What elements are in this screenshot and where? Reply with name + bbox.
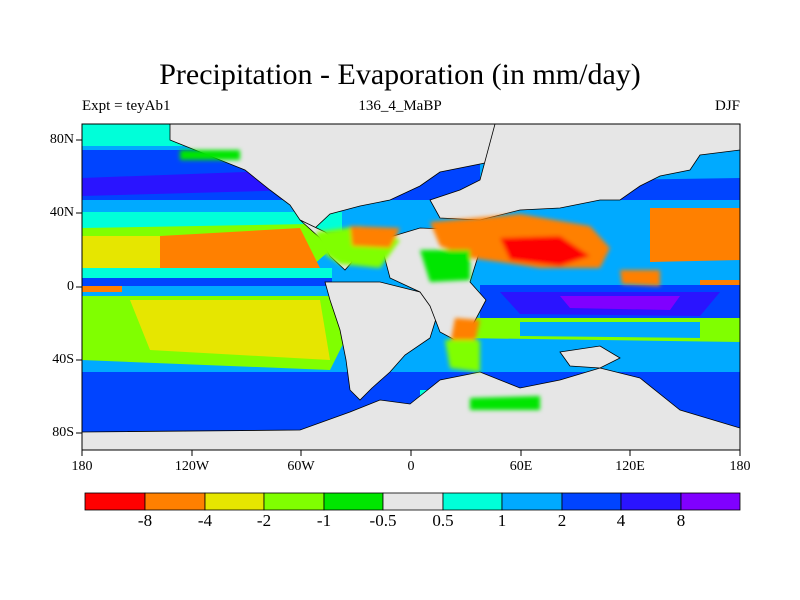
lat-label-40s: 40S — [52, 352, 74, 367]
plot-title: Precipitation - Evaporation (in mm/day) — [159, 58, 641, 91]
colorbar-label: -2 — [256, 511, 272, 530]
axis-ticks — [76, 139, 741, 456]
colorbar-label: 2 — [557, 511, 567, 530]
colorbar-box-11 — [680, 492, 741, 511]
lat-label-80s: 80S — [52, 425, 74, 440]
colorbar-label: -0.5 — [369, 511, 397, 530]
land-anomalies — [180, 150, 660, 410]
lat-label-0: 0 — [67, 279, 74, 294]
colorbar-box-6 — [382, 492, 444, 511]
lon-label-60e: 60E — [509, 459, 533, 474]
field-layer — [82, 124, 740, 450]
lon-label-120e: 120E — [615, 459, 645, 474]
lat-label-80n: 80N — [49, 132, 74, 147]
period-label: 136_4_MaBP — [358, 98, 442, 114]
colorbar-label: 8 — [676, 511, 686, 530]
colorbar-box-3 — [204, 492, 265, 511]
colorbar-box-7 — [442, 492, 503, 511]
season-label: DJF — [714, 98, 740, 114]
colorbar-label: -8 — [137, 511, 153, 530]
colorbar-box-4 — [263, 492, 325, 511]
colorbar-label: 1 — [497, 511, 507, 530]
colorbar-box-2 — [144, 492, 206, 511]
lon-label-180e: 180 — [729, 459, 751, 474]
lon-label-60w: 60W — [287, 459, 315, 474]
colorbar — [84, 492, 741, 511]
colorbar-label: 0.5 — [432, 511, 454, 530]
lon-label-0: 0 — [407, 459, 415, 474]
experiment-label: Expt = teyAb1 — [82, 98, 171, 114]
colorbar-label: -4 — [197, 511, 213, 530]
lon-label-120w: 120W — [174, 459, 210, 474]
continents — [82, 124, 740, 450]
colorbar-label: -1 — [316, 511, 332, 530]
colorbar-box-5 — [323, 492, 384, 511]
colorbar-label: 4 — [616, 511, 626, 530]
colorbar-box-1 — [84, 492, 146, 511]
colorbar-box-10 — [620, 492, 682, 511]
colorbar-box-8 — [501, 492, 563, 511]
lon-label-180w: 180 — [71, 459, 93, 474]
lat-label-40n: 40N — [49, 205, 74, 220]
colorbar-box-9 — [561, 492, 622, 511]
